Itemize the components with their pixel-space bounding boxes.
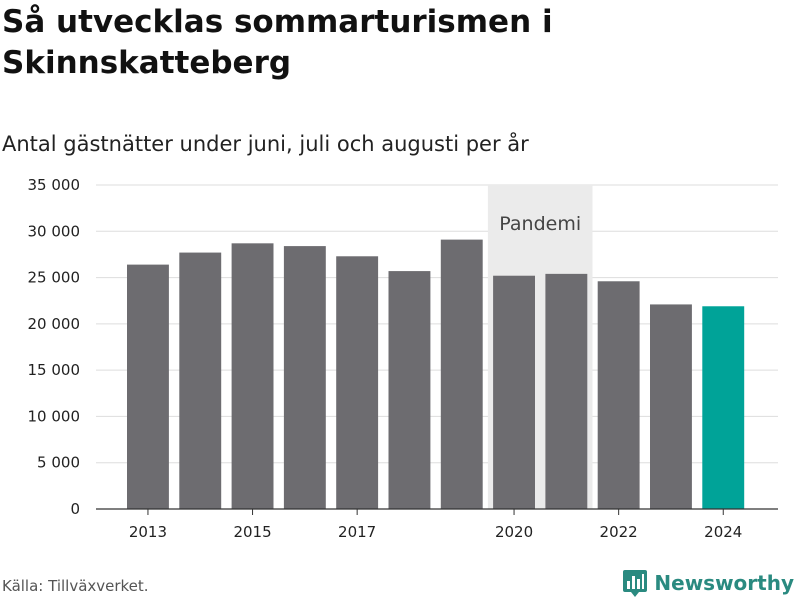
bar-chart-pin-icon (623, 570, 648, 597)
bar (388, 271, 431, 509)
bar (493, 275, 535, 509)
bar (650, 304, 692, 509)
bar (440, 239, 483, 510)
chart-title: Så utvecklas sommarturismen i Skinnskatt… (2, 4, 553, 81)
y-tick-label: 20 000 (28, 315, 81, 333)
bar-highlight (702, 306, 745, 509)
x-tick-label: 2024 (704, 523, 742, 541)
y-tick-label: 15 000 (28, 361, 81, 379)
x-tick-label: 2015 (233, 523, 271, 541)
x-tick-label: 2017 (338, 523, 376, 541)
bar (231, 243, 274, 509)
x-tick-label: 2020 (495, 523, 533, 541)
y-tick-label: 35 000 (28, 176, 81, 194)
y-tick-label: 30 000 (28, 222, 81, 240)
brand-logo: Newsworthy (622, 566, 794, 600)
bar (597, 281, 640, 509)
source-note: Källa: Tillväxverket. (2, 577, 149, 595)
bar (545, 273, 588, 509)
bar (179, 252, 222, 509)
bar (283, 246, 326, 509)
y-tick-label: 5 000 (37, 454, 80, 472)
bar (336, 256, 379, 509)
chart-subtitle: Antal gästnätter under juni, juli och au… (2, 132, 529, 156)
bar-chart: Pandemi 0 5 000 10 000 15 000 20 000 25 000 30… (28, 176, 778, 541)
y-tick-label: 10 000 (28, 407, 81, 425)
x-tick-label: 2022 (600, 523, 638, 541)
bar (127, 264, 169, 509)
brand-name: Newsworthy (654, 571, 794, 595)
pandemic-label: Pandemi (499, 213, 581, 235)
x-tick-label: 2013 (129, 523, 167, 541)
y-tick-label: 0 (70, 500, 80, 518)
y-tick-label: 25 000 (28, 269, 81, 287)
